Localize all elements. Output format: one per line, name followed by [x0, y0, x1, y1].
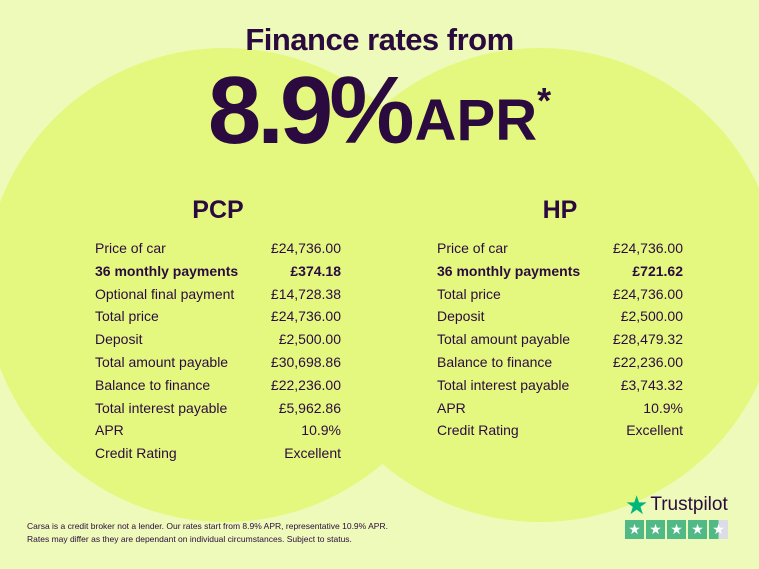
row-label: Balance to finance: [437, 353, 553, 370]
row-value: £3,743.32: [620, 376, 683, 393]
row-value: Excellent: [626, 422, 683, 439]
trustpilot-logo: ★ Trustpilot: [625, 490, 728, 520]
pcp-rows: Price of car £24,736.00 36 monthly payment…: [95, 237, 341, 465]
headline-rate: 8.9% APR *: [0, 57, 759, 164]
star-icon: ★: [688, 520, 707, 539]
hp-title: HP: [542, 196, 578, 224]
row-label: Price of car: [95, 240, 166, 256]
row-label: Total interest payable: [95, 399, 228, 416]
pcp-title: PCP: [192, 196, 244, 224]
row-label: Total amount payable: [437, 331, 571, 348]
disclaimer-line-1: Carsa is a credit broker not a lender. O…: [27, 521, 388, 531]
trustpilot-name: Trustpilot: [650, 494, 728, 515]
row-value: 10.9%: [301, 422, 341, 439]
row-value: £14,728.38: [270, 285, 341, 302]
row-label: Deposit: [437, 308, 485, 325]
table-row: Total amount payable £28,479.32: [437, 328, 683, 351]
table-row: APR 10.9%: [437, 397, 683, 420]
row-label: Total price: [437, 285, 501, 302]
row-label: Credit Rating: [95, 445, 177, 462]
row-value: £30,698.86: [270, 353, 341, 370]
table-row: Deposit £2,500.00: [95, 328, 341, 351]
apr-label: APR: [414, 88, 538, 153]
table-row: Optional final payment £14,728.38: [95, 283, 341, 306]
star-icon: ★: [625, 520, 644, 539]
row-label: 36 monthly payments: [437, 262, 581, 279]
row-label: 36 monthly payments: [95, 262, 239, 279]
row-value: £721.62: [632, 262, 683, 279]
row-value: £374.18: [290, 262, 341, 279]
table-row: Total price £24,736.00: [437, 283, 683, 306]
row-label: Balance to finance: [95, 376, 211, 393]
row-value: £24,736.00: [612, 285, 683, 302]
row-value: £24,736.00: [270, 240, 341, 256]
hp-rows: Price of car £24,736.00 36 monthly payment…: [437, 237, 683, 442]
disclaimer-line-2: Rates may differ as they are dependant o…: [27, 534, 352, 544]
table-row: Deposit £2,500.00: [437, 305, 683, 328]
row-value: £28,479.32: [612, 331, 683, 348]
table-row: 36 monthly payments £721.62: [437, 260, 683, 283]
rate-value: 8.9%: [207, 57, 415, 164]
row-value: £24,736.00: [270, 308, 341, 325]
headline-title: Finance rates from: [245, 22, 514, 57]
row-label: Price of car: [437, 240, 508, 256]
row-label: Credit Rating: [437, 422, 519, 439]
table-row: Total interest payable £3,743.32: [437, 374, 683, 397]
table-row: Balance to finance £22,236.00: [95, 374, 341, 397]
pcp-panel: PCP Price of car £24,736.00 36 monthly pay…: [95, 196, 341, 465]
table-row: Price of car £24,736.00: [437, 237, 683, 260]
row-label: Deposit: [95, 331, 143, 348]
row-value: 10.9%: [643, 399, 683, 416]
row-value: £2,500.00: [278, 331, 341, 348]
row-label: APR: [95, 422, 124, 439]
row-label: Total amount payable: [95, 353, 229, 370]
row-label: APR: [437, 399, 466, 416]
row-value: £22,236.00: [612, 353, 683, 370]
table-row: Total amount payable £30,698.86: [95, 351, 341, 374]
star-icon: ★: [709, 520, 728, 539]
row-value: £2,500.00: [620, 308, 683, 325]
trustpilot-rating: ★ ★ ★ ★ ★: [625, 520, 728, 539]
table-row: Total price £24,736.00: [95, 305, 341, 328]
hp-panel: HP Price of car £24,736.00 36 monthly paym…: [437, 196, 683, 442]
row-value: £24,736.00: [612, 240, 683, 256]
table-row: Credit Rating Excellent: [437, 419, 683, 442]
row-value: £5,962.86: [278, 399, 341, 416]
table-row: APR 10.9%: [95, 419, 341, 442]
row-value: £22,236.00: [270, 376, 341, 393]
row-label: Total price: [95, 308, 159, 325]
trustpilot-badge: ★ Trustpilot ★ ★ ★ ★ ★: [625, 490, 728, 539]
row-label: Total interest payable: [437, 376, 570, 393]
table-row: 36 monthly payments £374.18: [95, 260, 341, 283]
table-row: Price of car £24,736.00: [95, 237, 341, 260]
star-icon: ★: [667, 520, 686, 539]
table-row: Balance to finance £22,236.00: [437, 351, 683, 374]
asterisk: *: [537, 80, 552, 121]
disclaimer: Carsa is a credit broker not a lender. O…: [27, 520, 388, 546]
row-label: Optional final payment: [95, 285, 235, 302]
table-row: Credit Rating Excellent: [95, 442, 341, 465]
row-value: Excellent: [284, 445, 341, 462]
table-row: Total interest payable £5,962.86: [95, 397, 341, 420]
trustpilot-star-icon: ★: [625, 490, 649, 520]
background-circle-right: [300, 48, 759, 522]
star-icon: ★: [646, 520, 665, 539]
